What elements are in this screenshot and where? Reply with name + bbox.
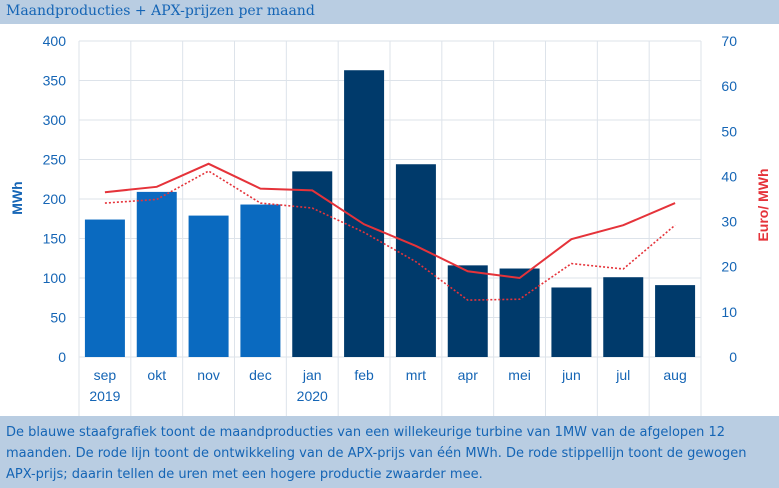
y-tick-label: 100 (43, 270, 67, 286)
bar-okt (136, 191, 177, 357)
chart-title-bar: Maandproducties + APX-prijzen per maand (0, 0, 779, 24)
bar-aug (655, 285, 696, 357)
production-bars (84, 70, 696, 358)
y-tick-label: 0 (58, 349, 66, 365)
x-tick-label: okt (147, 367, 166, 383)
y2-tick-label: 40 (721, 168, 737, 184)
right-axis-ticks: 0 10 20 30 40 50 60 70 (721, 33, 737, 365)
y-axis-label: MWh (9, 181, 25, 214)
x-tick-label: aug (663, 367, 686, 383)
bar-mrt (395, 164, 436, 357)
y-tick-label: 400 (43, 33, 67, 49)
x-tick-label: jun (561, 367, 581, 383)
x-tick-label: sep (94, 367, 117, 383)
y2-tick-label: 20 (721, 259, 737, 275)
y2-tick-label: 60 (721, 78, 737, 94)
y-tick-label: 150 (43, 231, 67, 247)
x-tick-label: mrt (406, 367, 426, 383)
y-tick-label: 350 (43, 73, 67, 89)
x-year-label: 2019 (89, 388, 120, 404)
bar-mei (499, 268, 540, 357)
bar-jun (551, 287, 592, 357)
price-line (104, 162, 676, 280)
x-tick-label: jan (302, 367, 322, 383)
bar-sep (84, 219, 125, 357)
y-tick-label: 300 (43, 112, 67, 128)
weighted-price-line (104, 170, 676, 301)
y-tick-label: 50 (50, 310, 66, 326)
chart-caption: De blauwe staafgrafiek toont de maandpro… (0, 416, 779, 488)
bar-dec (240, 204, 281, 357)
x-axis-ticks: sep 2019 okt nov dec jan 2020 feb mrt apr mei jun ju… (89, 367, 686, 404)
left-axis-ticks: 0 50 100 150 200 250 300 350 400 (43, 33, 67, 365)
x-year-label: 2020 (297, 388, 328, 404)
y2-tick-label: 0 (729, 349, 737, 365)
bar-jan (292, 171, 333, 357)
gridlines (78, 40, 702, 416)
x-tick-label: jul (615, 367, 630, 383)
price-lines (104, 162, 676, 301)
y2-tick-label: 30 (721, 214, 737, 230)
y2-tick-label: 70 (721, 33, 737, 49)
y-tick-label: 250 (43, 152, 67, 168)
bar-feb (344, 70, 385, 358)
x-tick-label: mei (508, 367, 531, 383)
combo-chart: 0 50 100 150 200 250 300 350 400 0 10 20 30 40 50 60 70… (9, 33, 771, 416)
x-tick-label: nov (197, 367, 220, 383)
caption-text: De blauwe staafgrafiek toont de maandpro… (6, 425, 747, 482)
x-tick-label: feb (354, 367, 374, 383)
y2-tick-label: 50 (721, 123, 737, 139)
x-tick-label: apr (458, 367, 479, 383)
chart-title: Maandproducties + APX-prijzen per maand (6, 3, 315, 19)
y2-axis-label: Euro/ MWh (755, 168, 771, 241)
y-tick-label: 200 (43, 191, 67, 207)
bar-nov (188, 215, 229, 357)
bar-apr (447, 265, 488, 357)
y2-tick-label: 10 (721, 304, 737, 320)
bar-jul (603, 277, 644, 357)
x-tick-label: dec (249, 367, 272, 383)
